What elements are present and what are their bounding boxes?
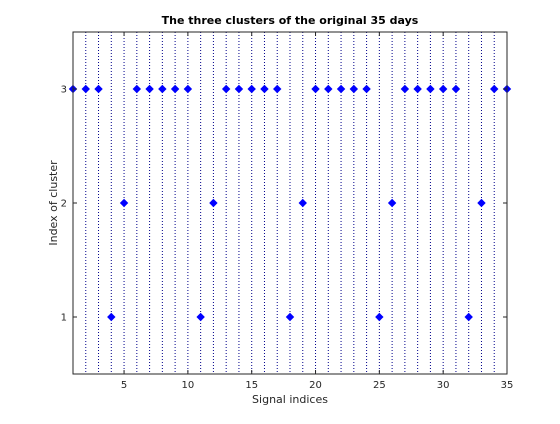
data-point (183, 84, 193, 94)
markers-group (68, 84, 512, 322)
x-axis-label: Signal indices (252, 393, 328, 406)
data-point (349, 84, 359, 94)
data-point (413, 84, 422, 94)
x-tick-label: 35 (501, 380, 514, 391)
x-tick-label: 25 (373, 380, 386, 391)
y-axis-label: Index of cluster (47, 160, 60, 246)
data-point (451, 84, 461, 94)
data-point (400, 84, 410, 94)
data-point (477, 198, 486, 208)
x-tick-label: 15 (245, 380, 258, 391)
y-tick-label: 2 (61, 199, 67, 210)
x-tick-label: 20 (309, 380, 322, 391)
data-point (438, 84, 448, 94)
data-point (490, 84, 499, 94)
chart-title: The three clusters of the original 35 da… (162, 14, 419, 27)
data-point (375, 312, 384, 322)
data-point (298, 198, 307, 208)
data-point (273, 84, 282, 94)
data-point (221, 84, 231, 94)
data-point (81, 84, 90, 94)
data-point (311, 84, 320, 94)
data-point (209, 198, 218, 208)
data-point (145, 84, 154, 94)
data-point (158, 84, 167, 94)
data-point (324, 84, 333, 94)
data-point (387, 198, 397, 208)
x-tick-label: 10 (182, 380, 195, 391)
data-point (132, 84, 142, 94)
data-point (464, 312, 473, 322)
data-point (94, 84, 103, 94)
data-point (260, 84, 269, 94)
data-point (196, 312, 205, 322)
x-ticks-group: 5 10 15 20 25 30 35 (121, 32, 513, 391)
data-point (247, 84, 256, 94)
x-tick-label: 30 (437, 380, 450, 391)
y-tick-label: 1 (61, 313, 67, 324)
x-tick-label: 5 (121, 380, 127, 391)
data-point (234, 84, 244, 94)
data-point (426, 84, 435, 94)
data-point (107, 312, 116, 322)
data-point (336, 84, 346, 94)
y-ticks-group: 1 2 3 (61, 85, 507, 324)
data-point (119, 198, 129, 208)
y-tick-label: 3 (61, 85, 67, 96)
data-point (170, 84, 180, 94)
data-point (285, 312, 295, 322)
data-point (362, 84, 371, 94)
